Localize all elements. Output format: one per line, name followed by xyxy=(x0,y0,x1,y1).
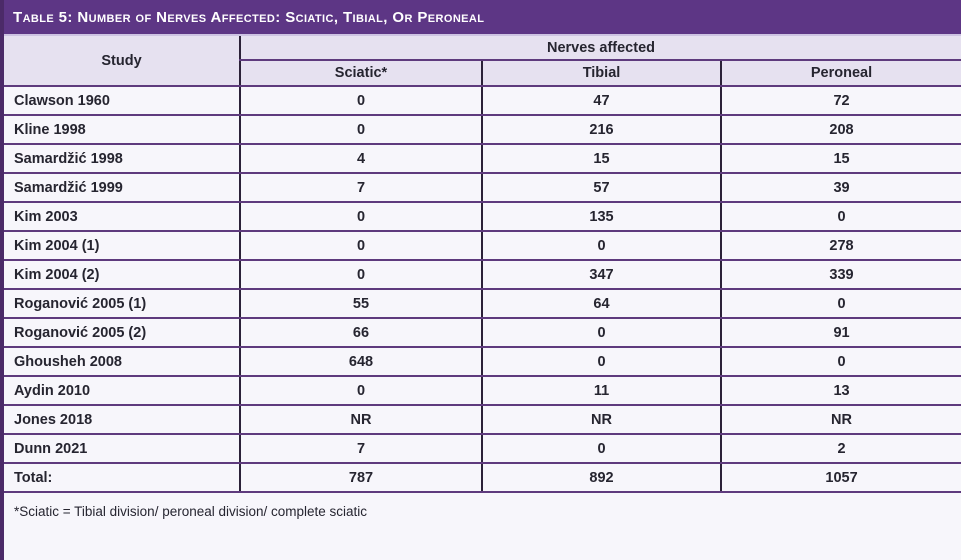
study-cell: Roganović 2005 (1) xyxy=(4,289,240,319)
value-cell-sciatic: 7 xyxy=(239,173,482,203)
table-row: Roganović 2005 (2) 66 0 91 xyxy=(4,318,961,348)
value-cell-peroneal: 339 xyxy=(719,260,961,290)
value-cell-peroneal: 0 xyxy=(719,202,961,232)
sub-header-row: Sciatic* Tibial Peroneal xyxy=(4,60,961,87)
value-cell-tibial: 216 xyxy=(481,115,721,145)
value-cell-peroneal: 208 xyxy=(719,115,961,145)
value-cell-peroneal: 0 xyxy=(719,289,961,319)
value-cell-sciatic: 648 xyxy=(239,347,482,377)
value-cell-sciatic: 0 xyxy=(239,260,482,290)
study-cell: Roganović 2005 (2) xyxy=(4,318,240,348)
value-cell-tibial: 892 xyxy=(481,463,721,493)
table-row: Jones 2018 NR NR NR xyxy=(4,405,961,435)
table-row: Samardžić 1998 4 15 15 xyxy=(4,144,961,174)
value-cell-peroneal: NR xyxy=(719,405,961,435)
column-header-tibial: Tibial xyxy=(481,60,721,87)
table-row: Ghousheh 2008 648 0 0 xyxy=(4,347,961,377)
table-row: Dunn 2021 7 0 2 xyxy=(4,434,961,464)
footnote: *Sciatic = Tibial division/ peroneal div… xyxy=(4,493,961,529)
value-cell-peroneal: 278 xyxy=(719,231,961,261)
study-cell: Kim 2004 (1) xyxy=(4,231,240,261)
value-cell-sciatic: NR xyxy=(239,405,482,435)
group-header-row: Study Nerves affected xyxy=(4,36,961,87)
value-cell-tibial: 135 xyxy=(481,202,721,232)
column-header-peroneal: Peroneal xyxy=(719,60,961,87)
value-cell-peroneal: 2 xyxy=(719,434,961,464)
value-cell-peroneal: 91 xyxy=(719,318,961,348)
value-cell-sciatic: 0 xyxy=(239,231,482,261)
study-cell: Kim 2004 (2) xyxy=(4,260,240,290)
value-cell-tibial: 64 xyxy=(481,289,721,319)
table-body: Clawson 1960 0 47 72 Kline 1998 0 216 208 Samard… xyxy=(4,86,961,493)
value-cell-tibial: 347 xyxy=(481,260,721,290)
table-header: Study Nerves affected Sciatic* Tibial Pe… xyxy=(4,36,961,87)
study-cell: Aydin 2010 xyxy=(4,376,240,406)
nerves-affected-table: Study Nerves affected Sciatic* Tibial Pe… xyxy=(4,36,961,493)
value-cell-tibial: 0 xyxy=(481,347,721,377)
value-cell-tibial: NR xyxy=(481,405,721,435)
value-cell-tibial: 15 xyxy=(481,144,721,174)
study-cell: Samardžić 1999 xyxy=(4,173,240,203)
table-row: Kim 2003 0 135 0 xyxy=(4,202,961,232)
value-cell-peroneal: 15 xyxy=(719,144,961,174)
value-cell-sciatic: 66 xyxy=(239,318,482,348)
value-cell-tibial: 0 xyxy=(481,318,721,348)
study-cell: Jones 2018 xyxy=(4,405,240,435)
table-row: Aydin 2010 0 11 13 xyxy=(4,376,961,406)
value-cell-tibial: 0 xyxy=(481,434,721,464)
value-cell-tibial: 47 xyxy=(481,86,721,116)
table-row-total: Total: 787 892 1057 xyxy=(4,463,961,493)
value-cell-sciatic: 0 xyxy=(239,376,482,406)
value-cell-peroneal: 72 xyxy=(719,86,961,116)
value-cell-peroneal: 0 xyxy=(719,347,961,377)
table-row: Kim 2004 (1) 0 0 278 xyxy=(4,231,961,261)
table-row: Samardžić 1999 7 57 39 xyxy=(4,173,961,203)
study-cell: Kim 2003 xyxy=(4,202,240,232)
table-title-bar: Table 5: Number of Nerves Affected: Scia… xyxy=(4,0,961,36)
study-cell: Clawson 1960 xyxy=(4,86,240,116)
value-cell-tibial: 57 xyxy=(481,173,721,203)
column-header-study: Study xyxy=(4,36,240,87)
study-cell: Kline 1998 xyxy=(4,115,240,145)
study-cell: Total: xyxy=(4,463,240,493)
value-cell-sciatic: 787 xyxy=(239,463,482,493)
value-cell-sciatic: 7 xyxy=(239,434,482,464)
column-group-header-nerves-affected: Nerves affected xyxy=(238,36,961,61)
table-row: Roganović 2005 (1) 55 64 0 xyxy=(4,289,961,319)
value-cell-peroneal: 39 xyxy=(719,173,961,203)
value-cell-sciatic: 55 xyxy=(239,289,482,319)
value-cell-sciatic: 0 xyxy=(239,86,482,116)
study-cell: Dunn 2021 xyxy=(4,434,240,464)
value-cell-peroneal: 1057 xyxy=(719,463,961,493)
table-title: Table 5: Number of Nerves Affected: Scia… xyxy=(13,8,485,26)
value-cell-sciatic: 4 xyxy=(239,144,482,174)
value-cell-tibial: 11 xyxy=(481,376,721,406)
study-cell: Ghousheh 2008 xyxy=(4,347,240,377)
value-cell-tibial: 0 xyxy=(481,231,721,261)
value-cell-sciatic: 0 xyxy=(239,202,482,232)
table-row: Clawson 1960 0 47 72 xyxy=(4,86,961,116)
column-header-sciatic: Sciatic* xyxy=(239,60,482,87)
table-row: Kim 2004 (2) 0 347 339 xyxy=(4,260,961,290)
value-cell-sciatic: 0 xyxy=(239,115,482,145)
value-cell-peroneal: 13 xyxy=(719,376,961,406)
study-cell: Samardžić 1998 xyxy=(4,144,240,174)
table-row: Kline 1998 0 216 208 xyxy=(4,115,961,145)
